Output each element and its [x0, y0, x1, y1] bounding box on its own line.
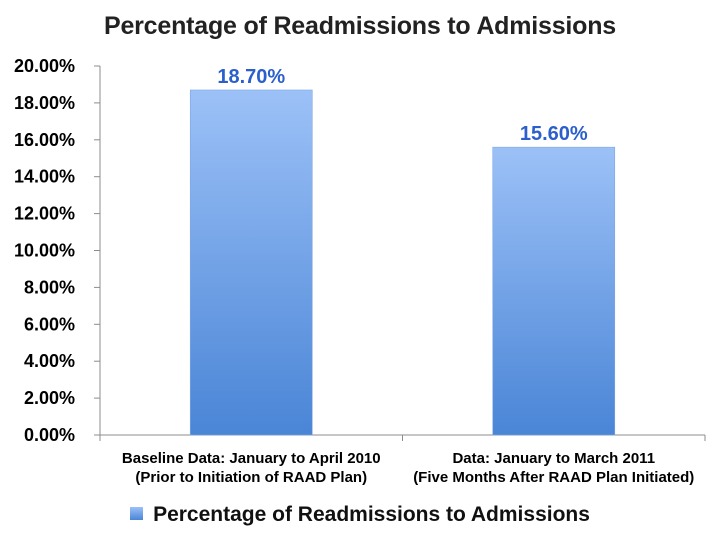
y-axis: 0.00% 2.00% 4.00% 6.00% 8.00% 10.00% 12.00% 14.… — [14, 56, 101, 445]
x-tick-label: (Five Months After RAAD Plan Initiated) — [413, 469, 694, 486]
bar — [189, 89, 313, 436]
y-tick-label: 2.00% — [24, 388, 75, 408]
y-tick-label: 6.00% — [24, 314, 75, 334]
legend-label: Percentage of Readmissions to Admissions — [153, 503, 590, 526]
legend: Percentage of Readmissions to Admissions — [0, 503, 720, 527]
legend-swatch — [130, 506, 144, 520]
bar-chart: 0.00% 2.00% 4.00% 6.00% 8.00% 10.00% 12.00% 14.… — [14, 56, 706, 486]
x-tick-label: Baseline Data: January to April 2010 — [122, 450, 381, 467]
y-tick-label: 18.00% — [14, 93, 75, 113]
y-tick-label: 0.00% — [24, 425, 75, 445]
data-labels: 18.70% 15.60% — [217, 66, 588, 145]
bars — [189, 89, 616, 436]
x-tick-labels: Baseline Data: January to April 2010 (Pri… — [122, 450, 694, 486]
y-tick-label: 14.00% — [14, 167, 75, 187]
y-tick-label: 16.00% — [14, 130, 75, 150]
y-tick-label: 12.00% — [14, 204, 75, 224]
y-tick-label: 20.00% — [14, 56, 75, 76]
x-tick-label: Data: January to March 2011 — [452, 450, 655, 467]
y-tick-label: 4.00% — [24, 351, 75, 371]
x-tick-label: (Prior to Initiation of RAAD Plan) — [135, 469, 367, 486]
data-label: 18.70% — [217, 66, 285, 88]
data-label: 15.60% — [520, 123, 588, 145]
y-tick-label: 8.00% — [24, 277, 75, 297]
bar — [492, 146, 616, 436]
y-tick-label: 10.00% — [14, 241, 75, 261]
chart-title: Percentage of Readmissions to Admissions — [103, 12, 617, 40]
x-axis — [99, 434, 706, 441]
